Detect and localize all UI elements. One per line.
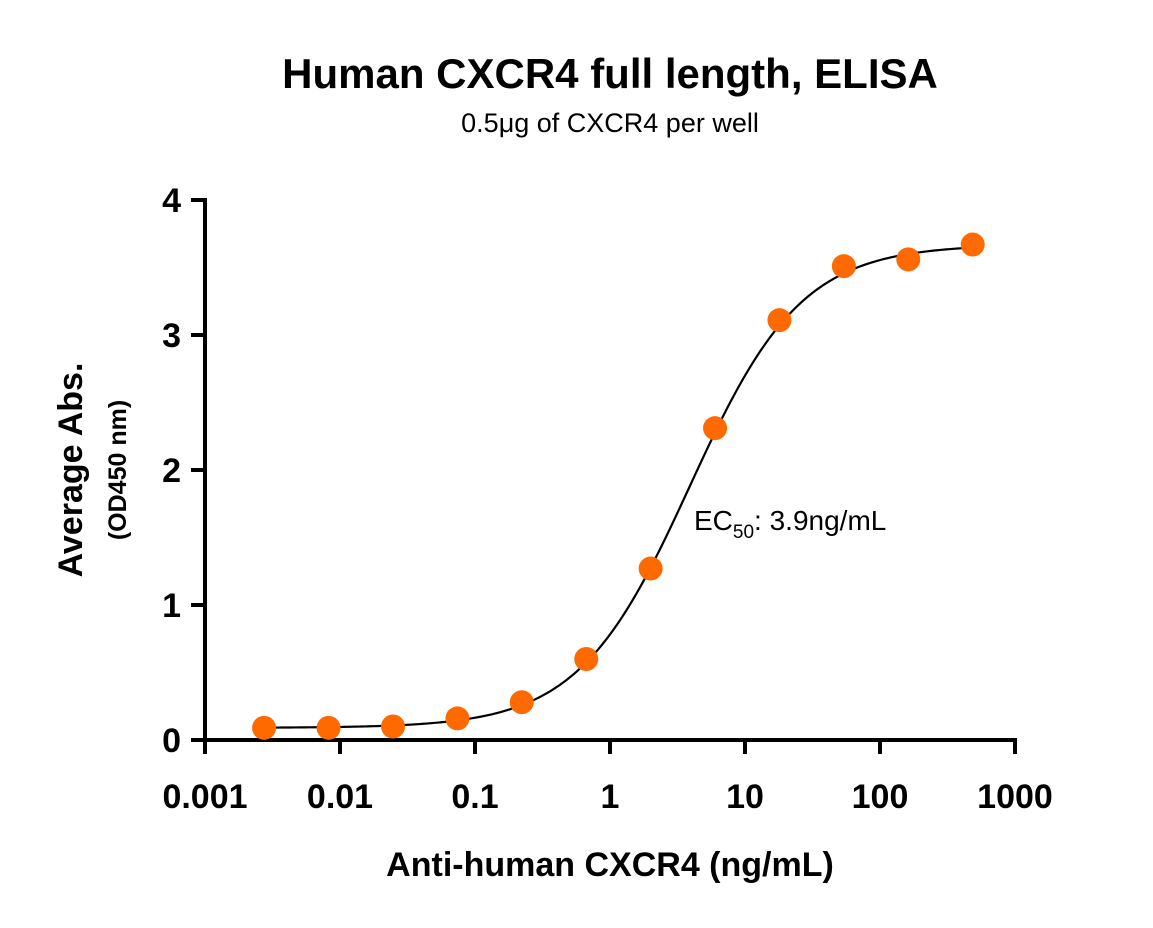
- x-tick-label: 1: [601, 778, 620, 816]
- x-tick-label: 0.1: [451, 778, 498, 816]
- x-axis-ticks: 0.001 0.01 0.1 1 10 100 1000: [162, 740, 1053, 816]
- x-tick-label: 1000: [977, 778, 1053, 816]
- data-point: [767, 308, 792, 333]
- x-axis-title: Anti-human CXCR4 (ng/mL): [386, 846, 834, 884]
- chart-title: Human CXCR4 full length, ELISA: [282, 50, 938, 97]
- data-point: [445, 706, 470, 731]
- data-point: [509, 690, 534, 715]
- y-tick-label: 2: [162, 452, 181, 490]
- x-tick-label: 100: [852, 778, 909, 816]
- y-tick-label: 3: [162, 317, 181, 355]
- axes: [203, 198, 1017, 742]
- fit-curve-group: [264, 246, 973, 729]
- data-point: [831, 254, 856, 279]
- fit-curve: [264, 246, 973, 729]
- x-tick-label: 10: [726, 778, 764, 816]
- x-tick-label: 0.001: [162, 778, 247, 816]
- data-point: [252, 715, 277, 740]
- data-point: [638, 556, 663, 581]
- y-tick-label: 1: [162, 587, 181, 625]
- data-point: [316, 715, 341, 740]
- y-axis-subtitle: (OD450 nm): [104, 400, 132, 540]
- ec50-annotation-sub: 50: [733, 522, 754, 543]
- data-point: [703, 416, 728, 441]
- y-tick-label: 4: [162, 182, 181, 220]
- y-axis-ticks: 0 1 2 3 4: [162, 182, 205, 760]
- y-axis-title: Average Abs.: [52, 363, 90, 578]
- y-tick-label: 0: [162, 722, 181, 760]
- data-point: [574, 647, 599, 671]
- data-points: [252, 232, 985, 740]
- data-point: [960, 232, 985, 257]
- ec50-annotation-main: EC: [694, 505, 733, 536]
- ec50-annotation-rest: : 3.9ng/mL: [754, 505, 886, 536]
- data-point: [896, 247, 921, 272]
- x-tick-label: 0.01: [307, 778, 373, 816]
- chart-subtitle: 0.5μg of CXCR4 per well: [461, 108, 759, 138]
- ec50-annotation: EC50: 3.9ng/mL: [694, 505, 886, 543]
- data-point: [381, 714, 406, 739]
